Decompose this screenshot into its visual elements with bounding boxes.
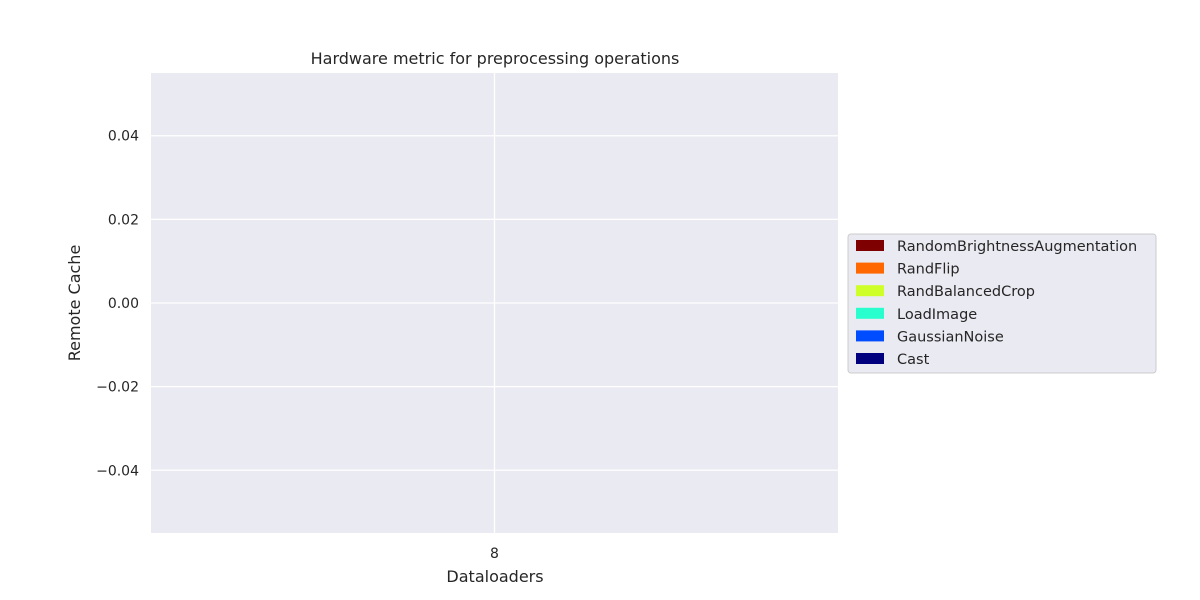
legend-swatch (856, 353, 884, 364)
legend-label: RandBalancedCrop (897, 284, 1035, 300)
y-tick-label: 0.04 (108, 129, 139, 145)
legend-label: RandFlip (897, 262, 960, 278)
legend-label: LoadImage (897, 307, 977, 323)
y-tick-label: 0.00 (108, 296, 139, 312)
y-axis-title: Remote Cache (65, 245, 84, 362)
legend-label: GaussianNoise (897, 329, 1004, 345)
legend-label: Cast (897, 352, 930, 368)
legend-label: RandomBrightnessAugmentation (897, 239, 1137, 255)
y-ticks: −0.04 −0.02 0.00 0.02 0.04 (96, 129, 139, 480)
y-tick-label: −0.02 (96, 380, 139, 396)
y-tick-label: −0.04 (96, 463, 139, 479)
chart-title: Hardware metric for preprocessing operat… (311, 49, 680, 68)
legend-swatch (856, 285, 884, 297)
x-axis-title: Dataloaders (446, 567, 543, 586)
legend: RandomBrightnessAugmentation RandFlip Rand… (847, 233, 1157, 374)
y-tick-label: 0.02 (108, 212, 139, 228)
x-tick-label: 8 (490, 546, 499, 562)
legend-swatch (856, 240, 884, 251)
legend-swatch (856, 262, 884, 274)
legend-frame (847, 233, 1157, 374)
legend-swatch (856, 330, 884, 342)
legend-swatch (856, 307, 884, 319)
x-ticks: 8 (490, 546, 499, 562)
